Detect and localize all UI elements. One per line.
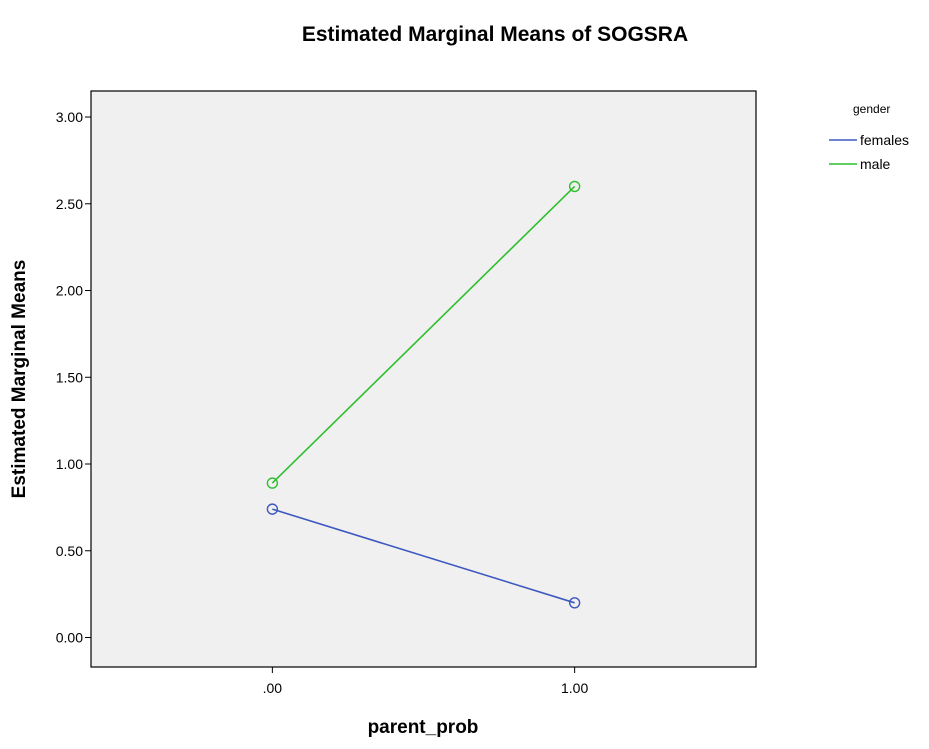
- x-tick-label: .00: [263, 680, 283, 696]
- legend-label-females: females: [860, 132, 909, 148]
- data-point-females: [568, 597, 581, 609]
- y-axis-title: Estimated Marginal Means: [9, 260, 30, 499]
- y-tick-label: 3.00: [56, 109, 83, 125]
- legend-label-male: male: [860, 156, 891, 172]
- plot-area: [90, 90, 757, 668]
- legend-title: gender: [853, 102, 890, 116]
- data-point-male: [266, 477, 279, 489]
- y-tick-label: 1.50: [56, 369, 83, 385]
- data-point-male: [568, 180, 581, 193]
- y-tick-label: 2.50: [56, 196, 83, 212]
- x-axis: .00 1.00: [263, 667, 588, 696]
- data-point-females: [266, 503, 279, 515]
- series-line-male: [271, 185, 576, 484]
- y-tick-label: 2.00: [56, 283, 83, 299]
- series-layer: [266, 180, 581, 609]
- y-tick-label: 1.00: [56, 456, 83, 472]
- series-line-females: [272, 508, 575, 604]
- x-axis-title: parent_prob: [368, 717, 479, 738]
- y-tick-label: 0.50: [56, 543, 83, 559]
- y-tick-label: 0.00: [56, 630, 83, 646]
- legend: gender females male: [829, 102, 909, 172]
- chart-title: Estimated Marginal Means of SOGSRA: [302, 23, 688, 46]
- x-tick-label: 1.00: [561, 680, 588, 696]
- y-axis: 0.00 0.50 1.00 1.50 2.00 2.50 3.00: [56, 109, 91, 646]
